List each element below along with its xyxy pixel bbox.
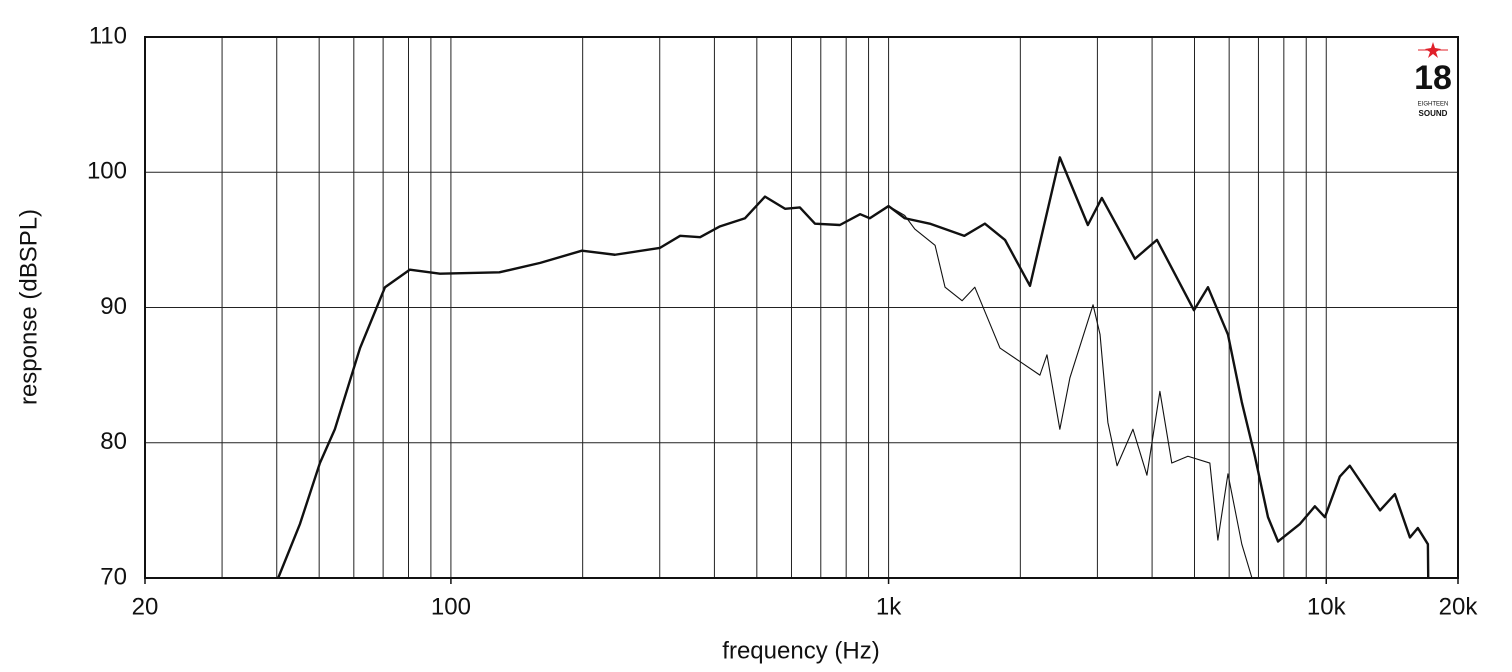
x-axis-label: frequency (Hz) bbox=[722, 637, 879, 664]
x-tick-label: 100 bbox=[431, 593, 471, 620]
logo: 18 EIGHTEEN SOUND bbox=[1414, 42, 1452, 118]
y-tick-label: 110 bbox=[89, 22, 127, 49]
y-tick-label: 80 bbox=[100, 428, 127, 455]
logo-text: SOUND bbox=[1419, 109, 1448, 118]
logo-text: EIGHTEEN bbox=[1418, 102, 1449, 108]
response-line bbox=[277, 196, 1253, 579]
x-tick-label: 20 bbox=[132, 593, 159, 620]
x-tick-label: 20k bbox=[1439, 593, 1479, 620]
plot-frame bbox=[144, 36, 1459, 579]
y-tick-label: 90 bbox=[100, 293, 127, 320]
x-tick-label: 10k bbox=[1307, 593, 1347, 620]
y-axis-label: response (dBSPL) bbox=[15, 209, 42, 405]
logo-number: 18 bbox=[1414, 59, 1452, 97]
y-tick-label: 100 bbox=[87, 158, 127, 185]
x-tick-label: 1k bbox=[876, 593, 902, 620]
y-tick-label: 70 bbox=[100, 563, 127, 590]
